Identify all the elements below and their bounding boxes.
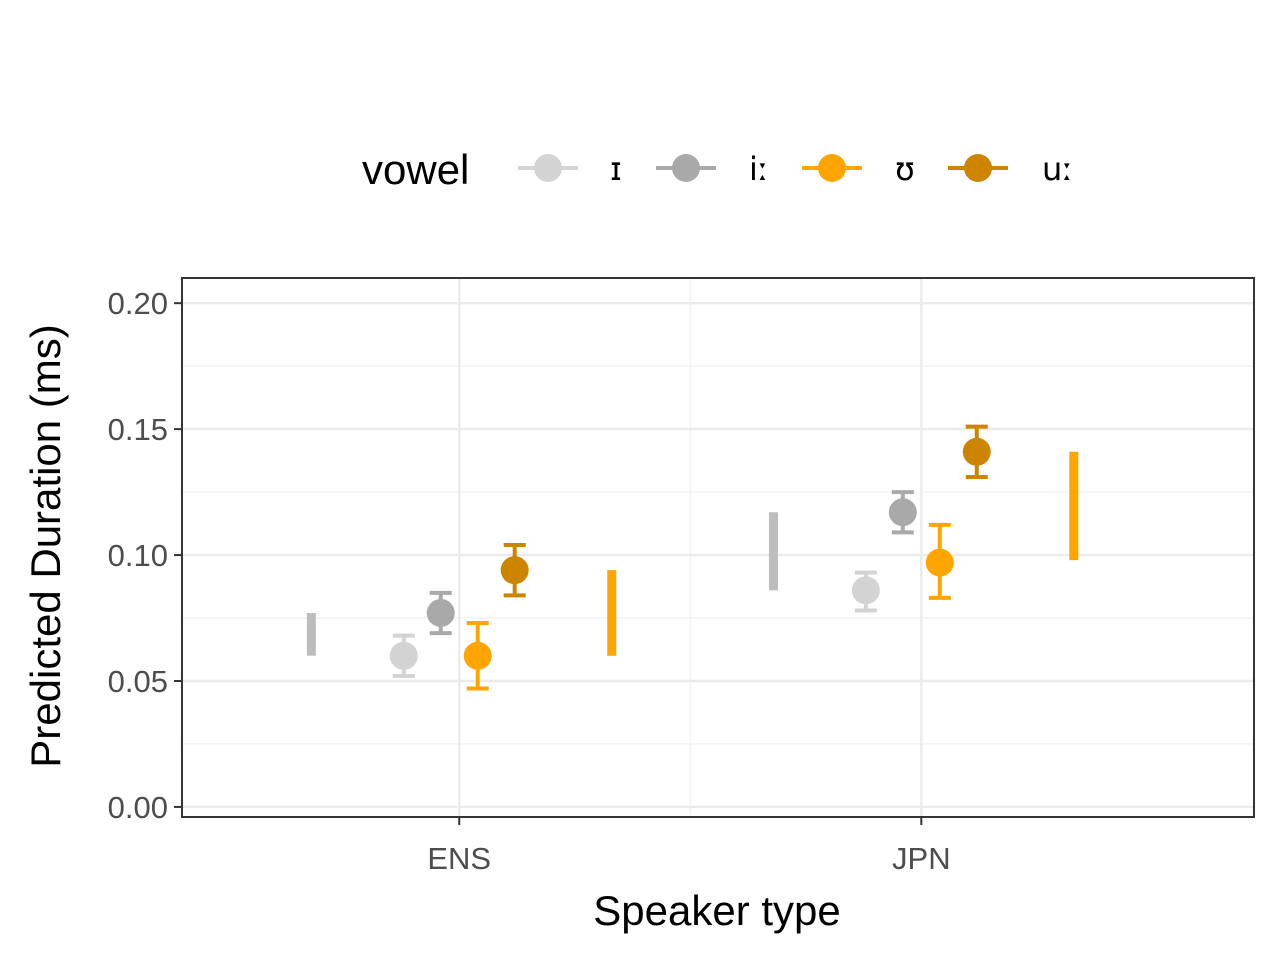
legend-label: ɪ — [610, 150, 622, 188]
data-point — [888, 498, 917, 527]
legend-key-point — [672, 154, 700, 182]
legend-label: ʊ — [895, 150, 915, 188]
data-point — [500, 556, 529, 585]
legend-key-point — [534, 154, 562, 182]
panel-border — [181, 277, 1255, 818]
legend-title: vowel — [362, 146, 469, 193]
plot-panel — [181, 277, 1255, 818]
legend-item: uː — [948, 150, 1073, 188]
panel-background — [182, 278, 1254, 817]
y-tick-label: 0.20 — [108, 286, 168, 321]
y-tick-label: 0.15 — [108, 412, 168, 447]
data-point — [962, 437, 991, 466]
data-point — [389, 641, 418, 670]
data-point — [426, 598, 455, 627]
legend-item: iː — [656, 150, 769, 188]
legend-key-point — [818, 154, 846, 182]
y-axis: 0.00 0.05 0.10 0.15 0.20 — [108, 286, 182, 825]
legend-item: ɪ — [518, 150, 622, 188]
y-axis-title: Predicted Duration (ms) — [22, 324, 69, 767]
x-axis: ENS JPN — [427, 817, 951, 876]
data-point — [851, 576, 880, 605]
x-tick-label: ENS — [427, 841, 491, 876]
legend-key-point — [964, 154, 992, 182]
data-point — [925, 548, 954, 577]
data-point — [463, 641, 492, 670]
legend-label: uː — [1042, 150, 1073, 188]
x-tick-label: JPN — [892, 841, 951, 876]
legend-item: ʊ — [802, 150, 915, 188]
x-axis-title: Speaker type — [593, 887, 841, 934]
y-tick-label: 0.10 — [108, 538, 168, 573]
legend: vowel ɪ iː ʊ uː — [362, 146, 1073, 193]
y-tick-label: 0.00 — [108, 790, 168, 825]
legend-label: iː — [749, 150, 769, 188]
y-tick-label: 0.05 — [108, 664, 168, 699]
